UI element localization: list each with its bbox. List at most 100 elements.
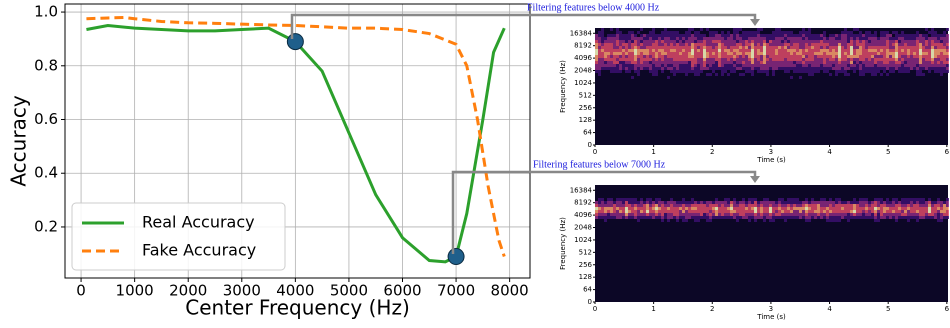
spectrogram-cell [859,73,862,76]
spectrogram-cell [670,55,673,58]
spectrogram-cell [595,46,598,49]
spectrogram-cell [859,49,862,52]
spectrogram-cell [637,216,640,219]
y-tick-label: 16384 [570,29,593,37]
spectrogram-cell [730,58,733,61]
spectrogram-cell [649,198,652,201]
spectrogram-cell [724,204,727,207]
spectrogram-cell [703,207,706,210]
spectrogram-cell [877,58,880,61]
spectrogram-cell [886,52,889,55]
spectrogram-cell [706,210,709,213]
spectrogram-cell [811,210,814,213]
spectrogram-cell [796,210,799,213]
spectrogram-cell [886,34,889,37]
spectrogram-cell [853,207,856,210]
spectrogram-cell [622,207,625,210]
spectrogram-cell [694,64,697,67]
spectrogram-cell [682,70,685,73]
spectrogram-cell [655,210,658,213]
spectrogram-cell [616,198,619,201]
spectrogram-cell [928,201,931,204]
spectrogram-cell [733,46,736,49]
spectrogram-cell [925,55,928,58]
spectrogram-cell [826,49,829,52]
spectrogram-cell [811,46,814,49]
spectrogram-cell [730,67,733,70]
spectrogram-cell [760,61,763,64]
spectrogram-cell [823,213,826,216]
data-line [86,23,506,264]
spectrogram-cell [595,213,598,216]
spectrogram-cell [823,46,826,49]
spectrogram-cell [694,219,697,222]
spectrogram-cell [601,67,604,70]
spectrogram-cell [889,207,892,210]
spectrogram-cell [901,55,904,58]
spectrogram-cell [898,210,901,213]
spectrogram-cell [703,67,706,70]
spectrogram-cell [643,213,646,216]
spectrogram-cell [931,49,934,52]
spectrogram-cell [796,58,799,61]
spectrogram-cell [772,67,775,70]
spectrogram-cell [892,43,895,46]
spectrogram-cell [652,67,655,70]
spectrogram-cell [835,67,838,70]
spectrogram-cell [817,67,820,70]
spectrogram-cell [835,40,838,43]
spectrogram-cell [814,55,817,58]
y-tick-label: 0 [588,141,592,149]
spectrogram-cell [814,207,817,210]
spectrogram-cell [766,64,769,67]
spectrogram-cell [802,37,805,40]
spectrogram-cell [802,216,805,219]
spectrogram-cell [799,76,802,79]
spectrogram-cell [784,58,787,61]
spectrogram-cell [655,34,658,37]
spectrogram-cell [721,58,724,61]
spectrogram-cell [691,198,694,201]
spectrogram-cell [943,55,946,58]
spectrogram-cell [628,34,631,37]
spectrogram-cell [775,52,778,55]
spectrogram-cell [826,67,829,70]
spectrogram-cell [604,43,607,46]
spectrogram-cell [682,64,685,67]
x-tick-label: 3 [769,305,773,313]
spectrogram-cell [652,40,655,43]
spectrogram-cell [889,201,892,204]
spectrogram-cell [778,31,781,34]
spectrogram-cell [814,46,817,49]
spectrogram-cell [607,210,610,213]
spectrogram-cell [661,34,664,37]
spectrogram-cell [886,58,889,61]
spectrogram-cell [622,55,625,58]
spectrogram-cell [913,210,916,213]
spectrogram-cell [946,28,949,31]
spectrogram-cell [682,55,685,58]
spectrogram-cell [778,207,781,210]
spectrogram-cell [625,52,628,55]
spectrogram-cell [886,31,889,34]
spectrogram-cell [916,46,919,49]
spectrogram-cell [787,204,790,207]
spectrogram-cell [658,58,661,61]
spectrogram-cell [796,70,799,73]
spectrogram-cell [928,204,931,207]
spectrogram-cell [802,204,805,207]
spectrogram-cell [688,210,691,213]
spectrogram-cell [748,55,751,58]
spectrogram-cell [853,204,856,207]
spectrogram-cell [925,210,928,213]
spectrogram-cell [664,204,667,207]
spectrogram-cell [778,198,781,201]
spectrogram-cell [916,55,919,58]
spectrogram-cell [853,61,856,64]
spectrogram-cell [673,70,676,73]
legend-label: Fake Accuracy [142,241,256,260]
spectrogram-cell [742,64,745,67]
spectrogram-cell [616,40,619,43]
spectrogram-cell [895,210,898,213]
spectrogram-cell [673,67,676,70]
